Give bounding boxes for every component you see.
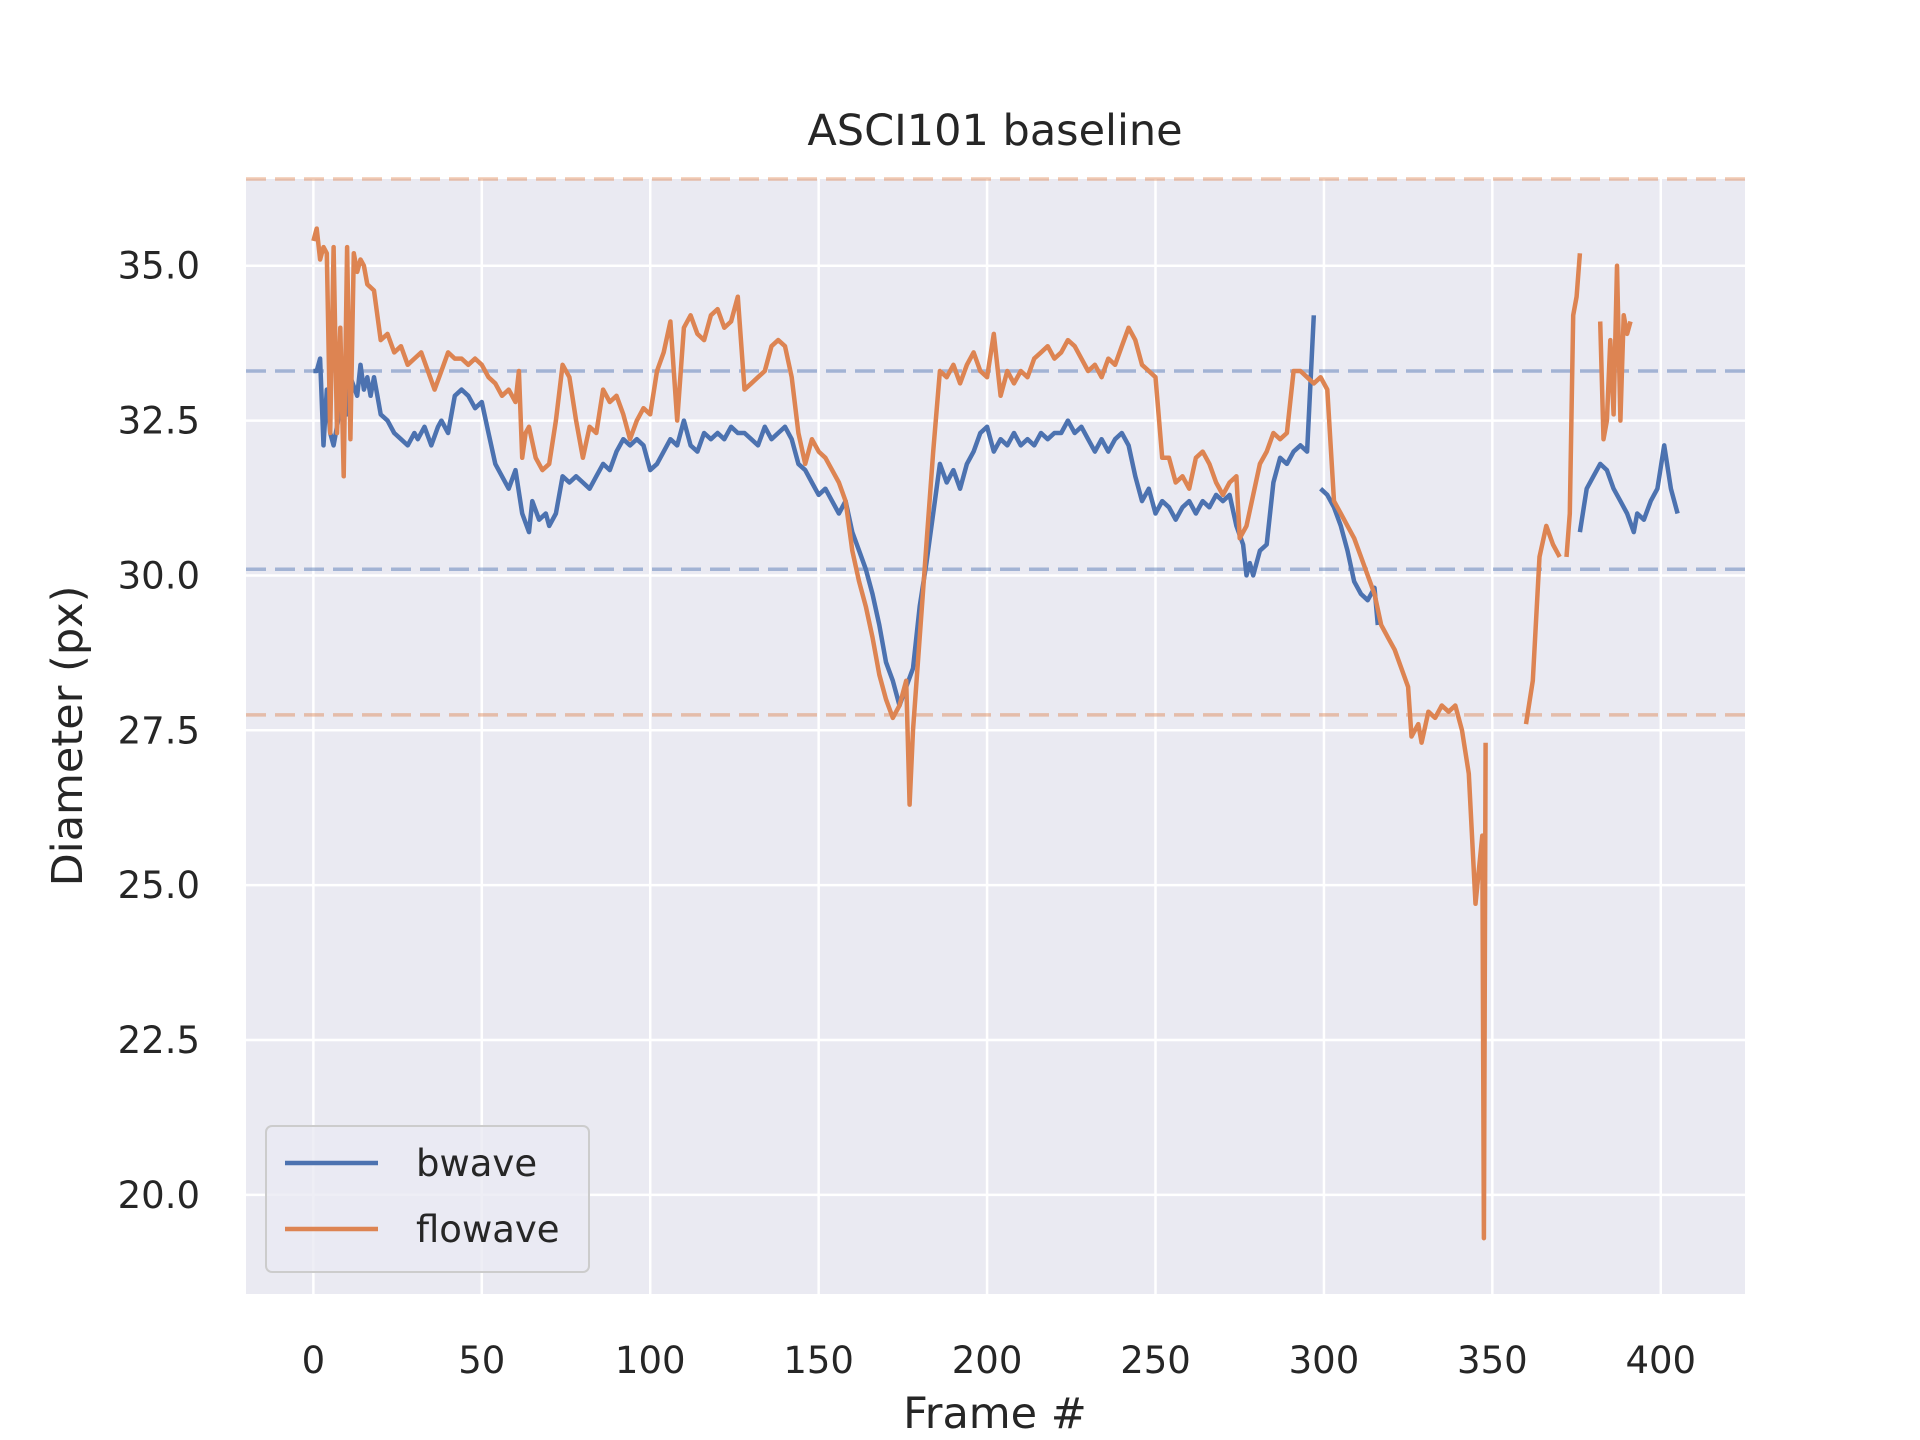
x-tick-label: 0 [302,1339,326,1382]
x-tick-label: 300 [1289,1339,1360,1382]
x-axis-ticks: 0 50 100 150 200 250 300 350 400 [302,1339,1697,1382]
series-bwave [313,315,1680,708]
y-tick-label: 25.0 [118,864,200,907]
x-tick-label: 250 [1120,1339,1191,1382]
x-tick-label: 200 [952,1339,1023,1382]
x-axis-label: Frame # [903,1389,1087,1439]
series-flowave [311,226,1633,1241]
series-layer [311,226,1680,1241]
reference-lines [246,177,1745,717]
grid-lines [246,179,1745,1294]
x-tick-label: 150 [783,1339,854,1382]
legend: bwave flowave [265,1125,590,1273]
y-tick-label: 35.0 [118,245,200,288]
x-tick-label: 400 [1625,1339,1696,1382]
series-line-flowave [1564,253,1583,558]
y-tick-label: 22.5 [118,1019,200,1062]
chart-title: ASCI101 baseline [807,106,1182,156]
y-tick-label: 20.0 [118,1174,200,1217]
y-axis-label: Diameter (px) [43,586,93,887]
y-tick-label: 32.5 [118,400,200,443]
series-line-flowave [311,226,1488,1241]
series-line-bwave [1577,443,1680,535]
x-tick-label: 50 [458,1339,505,1382]
series-line-bwave [1319,487,1381,626]
series-line-flowave [1523,523,1562,725]
y-tick-label: 27.5 [118,709,200,752]
x-tick-label: 350 [1457,1339,1528,1382]
legend-label-flowave: flowave [416,1208,560,1251]
y-axis-ticks: 20.0 22.5 25.0 27.5 30.0 32.5 35.0 [118,245,200,1217]
legend-label-bwave: bwave [416,1142,537,1185]
series-line-flowave [1597,263,1633,442]
y-tick-label: 30.0 [118,554,200,597]
x-tick-label: 100 [615,1339,686,1382]
series-line-bwave [313,315,1317,708]
